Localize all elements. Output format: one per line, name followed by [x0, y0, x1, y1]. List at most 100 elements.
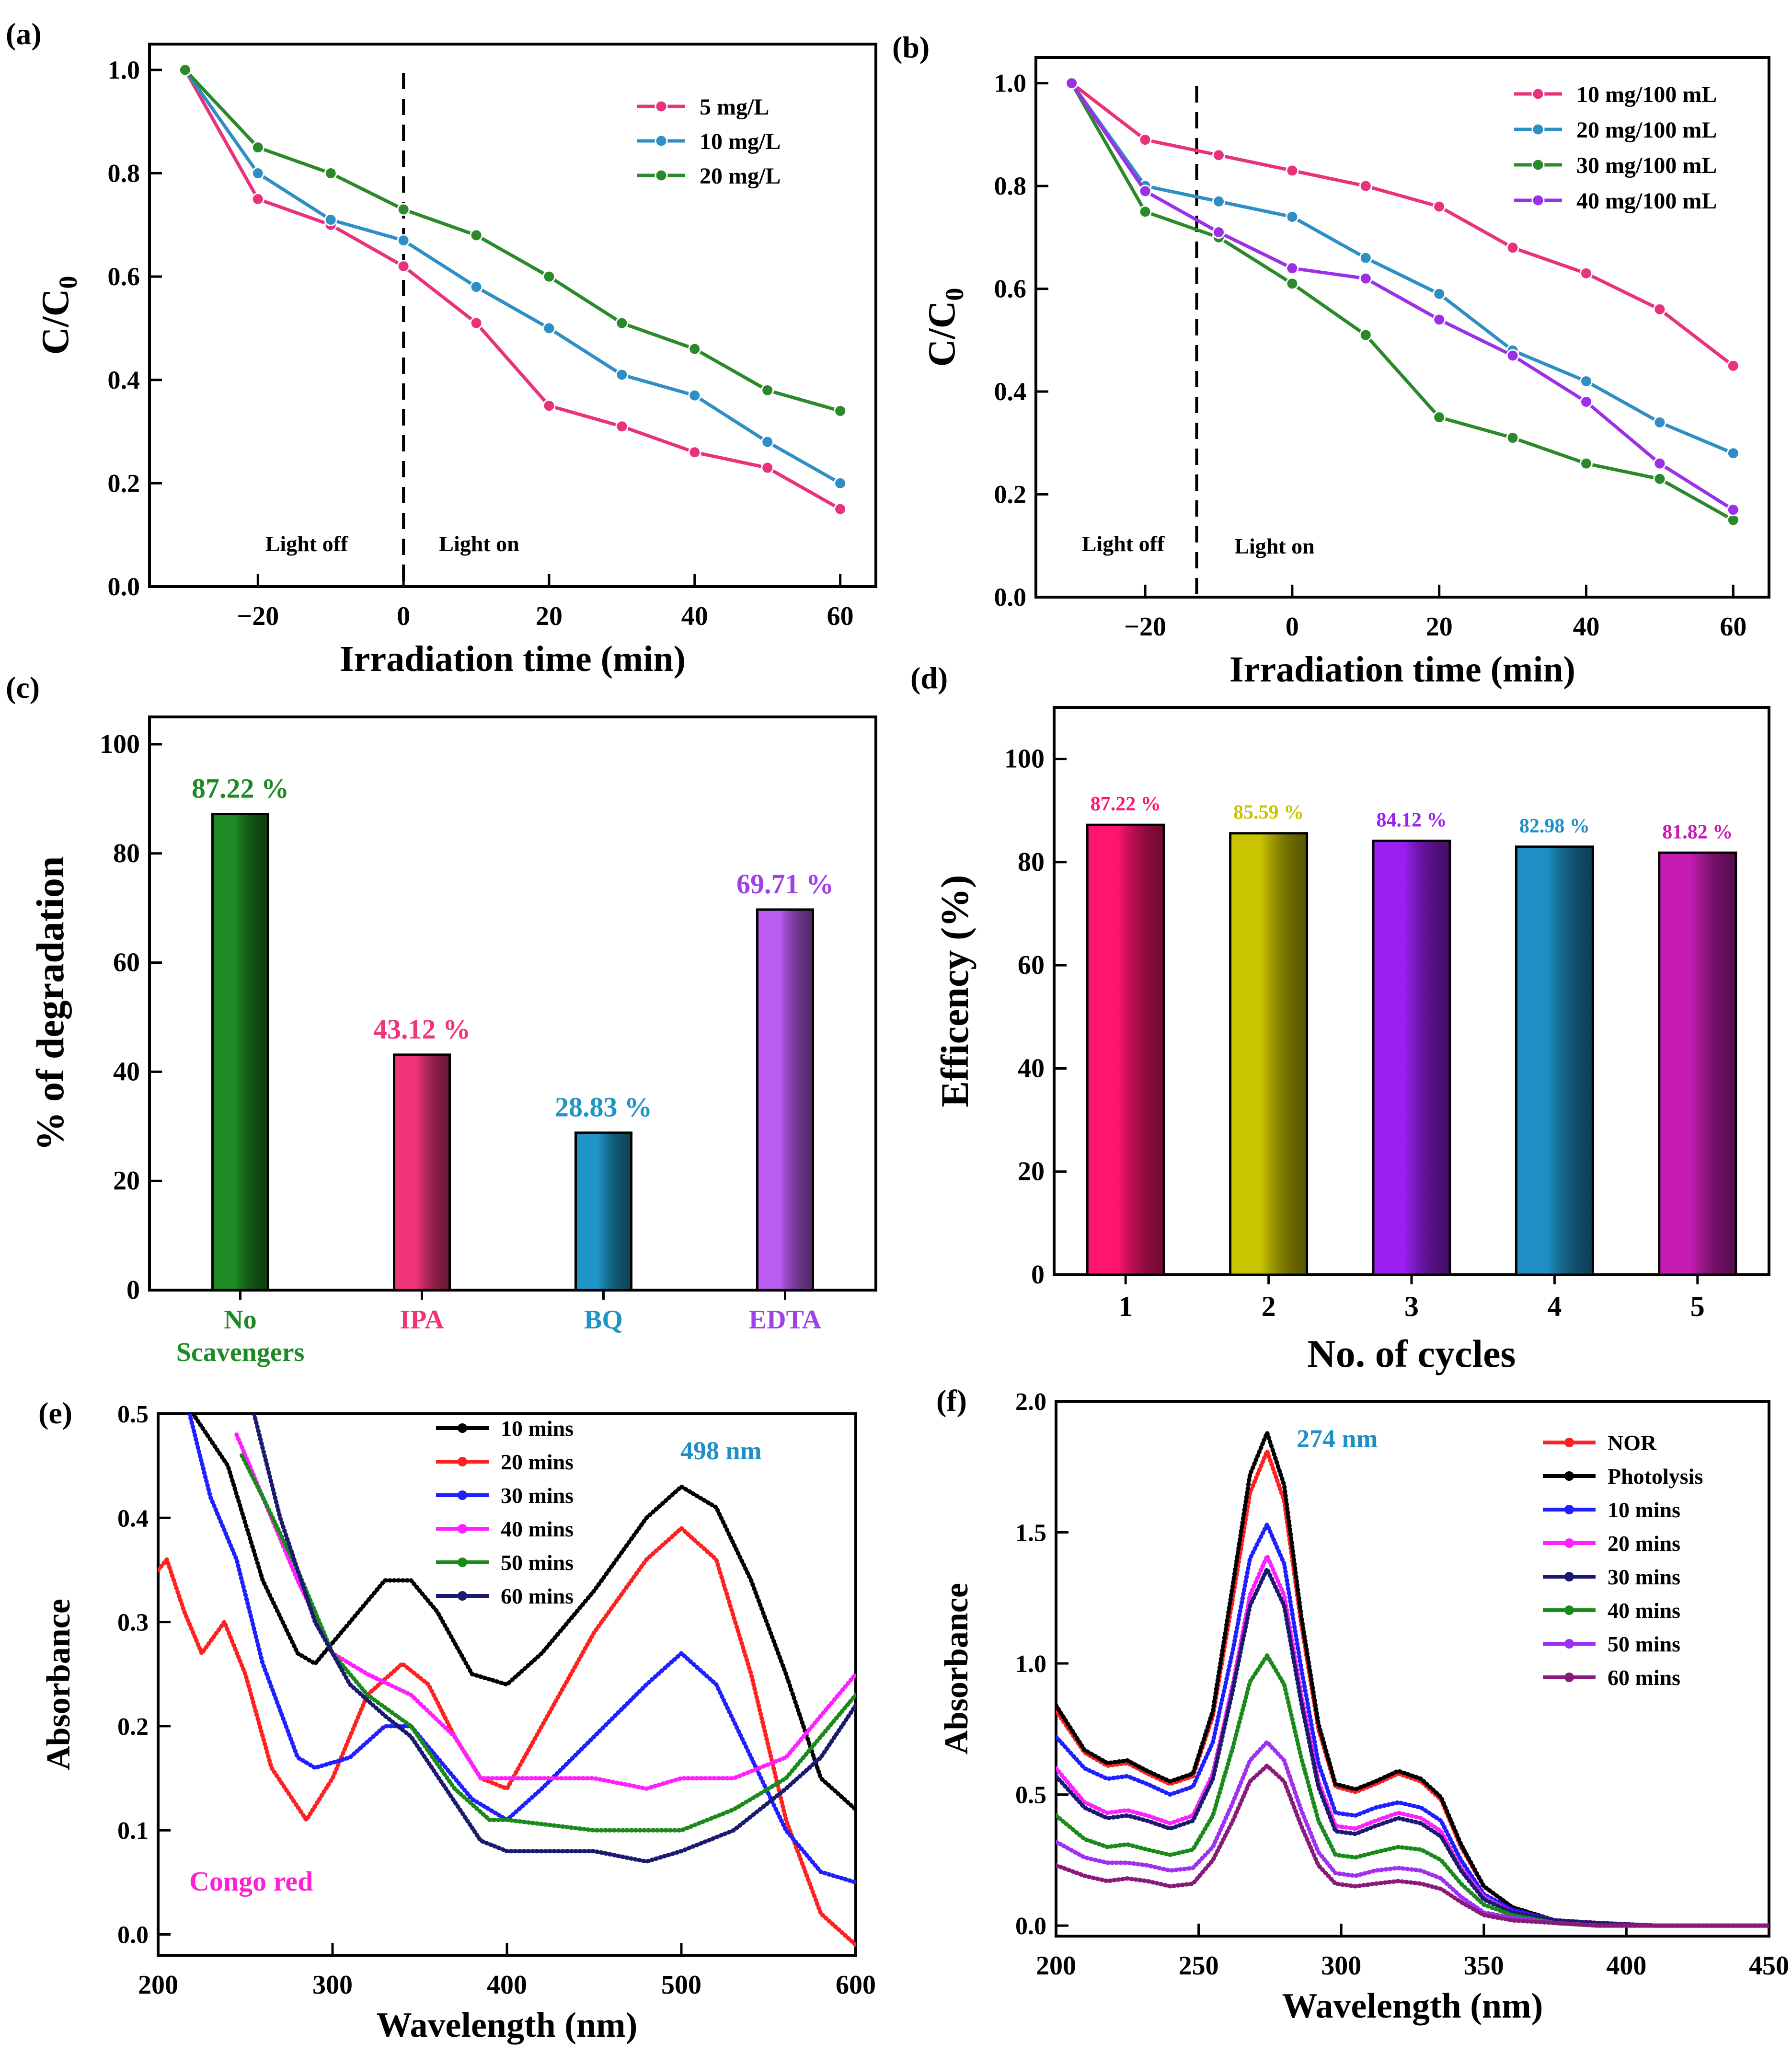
panel-e-xtick-label: 500: [661, 1970, 701, 2000]
panel-a-data-point: [324, 213, 337, 227]
panel-e-xtick-label: 600: [836, 1970, 876, 2000]
panel-b-data-point: [1726, 447, 1740, 460]
panel-e-series-core: [241, 1455, 856, 1832]
panel-f-legend-marker: [1564, 1605, 1574, 1615]
panel-b-data-point: [1506, 241, 1519, 254]
panel-f-xtick-label: 300: [1321, 1951, 1361, 1981]
panel-f-legend-label: Photolysis: [1608, 1464, 1703, 1489]
panel-a-data-point: [761, 383, 774, 397]
panel-b-data-point: [1286, 277, 1299, 290]
panel-b-ytick-label: 0.2: [994, 480, 1027, 509]
panel-a-data-point: [470, 280, 483, 294]
panel-b-data-point: [1726, 503, 1740, 517]
panel-e-legend-label: 30 mins: [501, 1483, 574, 1508]
panel-a-data-point: [761, 435, 774, 449]
panel-d-value-label: 81.82 %: [1662, 821, 1733, 843]
panel-b-data-point: [1212, 195, 1225, 208]
panel-e-peak-annotation: 498 nm: [680, 1436, 762, 1465]
panel-f-legend-marker: [1564, 1471, 1574, 1481]
panel-a-data-point: [251, 167, 264, 180]
panel-a-xtick-label: 40: [681, 601, 708, 631]
panel-e-ytick-label: 0.2: [117, 1713, 149, 1741]
panel-f-ytick-label: 2.0: [1015, 1388, 1046, 1416]
panel-e-ytick-label: 0.5: [117, 1401, 149, 1428]
panel-b-ylabel: C/C0: [921, 288, 969, 367]
panel-c-category-label: No: [224, 1305, 256, 1335]
panel-e-xlabel: Wavelength (nm): [377, 2006, 638, 2045]
panel-e-legend-label: 60 mins: [501, 1584, 574, 1608]
panel-f-legend-marker: [1564, 1673, 1574, 1682]
panel-e-ytick-label: 0.4: [117, 1505, 149, 1532]
panel-e-xtick-label: 300: [312, 1970, 353, 2000]
panel-a-legend-marker: [655, 134, 668, 148]
panel-f-ytick-label: 1.0: [1015, 1650, 1046, 1678]
panel-b-data-point: [1580, 266, 1593, 280]
panel-e-series-core: [188, 1414, 856, 1883]
panel-c-category-label: Scavengers: [176, 1338, 305, 1367]
panel-a-xlabel: Irradiation time (min): [340, 639, 686, 679]
panel-b-ytick-label: 0.4: [994, 377, 1027, 406]
panel-d-value-label: 84.12 %: [1377, 809, 1447, 831]
panel-d-category-label: 5: [1690, 1291, 1705, 1322]
panel-b-data-point: [1433, 200, 1446, 213]
panel-e-series-core: [158, 1527, 856, 1946]
panel-b-data-point: [1359, 251, 1372, 265]
panel-b-ytick-label: 0.8: [994, 172, 1027, 200]
panel-e-label: (e): [38, 1396, 72, 1430]
panel-f: 0.0 0.5 1.0 1.5 2.0 200 250 300 350 400 450 NOR Phot…: [936, 1384, 1789, 2026]
panel-f-series-line: [1056, 1740, 1769, 1928]
panel-c-ytick-label: 40: [113, 1057, 140, 1086]
panel-b-ytick-label: 0.6: [994, 275, 1027, 303]
panel-c-label: (c): [6, 670, 40, 704]
panel-b-light-on-label: Light on: [1234, 534, 1314, 558]
panel-a-data-point: [615, 316, 629, 330]
panel-c-category-label: IPA: [400, 1305, 444, 1335]
panel-f-xtick-label: 350: [1464, 1951, 1504, 1981]
panel-e-legend-label: 20 mins: [501, 1450, 574, 1474]
panel-b-data-point: [1065, 77, 1079, 90]
panel-f-legend-label: 50 mins: [1608, 1632, 1680, 1656]
panel-a-xtick-label: −20: [237, 601, 279, 631]
panel-f-series-core: [1056, 1741, 1769, 1927]
panel-b-data-point: [1138, 205, 1152, 219]
panel-d-category-label: 2: [1262, 1291, 1276, 1322]
panel-b-data-point: [1580, 457, 1593, 470]
panel-c-ytick-label: 0: [126, 1275, 140, 1305]
panel-e-series-core: [253, 1414, 856, 1863]
panel-a-data-point: [761, 461, 774, 474]
panel-a-data-point: [470, 316, 483, 330]
panel-b-data-point: [1286, 210, 1299, 223]
panel-b-data-point: [1653, 457, 1666, 470]
panel-d-value-label: 82.98 %: [1519, 815, 1590, 837]
panel-a-ytick-label: 0.4: [108, 366, 140, 394]
panel-b-legend-label: 40 mg/100 mL: [1576, 188, 1717, 214]
panel-a-ytick-label: 0.0: [108, 572, 140, 601]
panel-b-data-point: [1580, 375, 1593, 388]
panel-b-xtick-label: 60: [1720, 612, 1746, 642]
panel-e-legend-label: 40 mins: [501, 1517, 574, 1541]
panel-e-xtick-label: 400: [487, 1970, 527, 2000]
panel-d-bar-shade: [1372, 840, 1451, 1276]
panel-b-legend-marker: [1531, 123, 1545, 136]
panel-c-value-label: 43.12 %: [373, 1014, 471, 1045]
panel-b-data-point: [1433, 313, 1446, 326]
panel-f-ytick-label: 0.5: [1015, 1782, 1046, 1809]
panel-c-category-label: EDTA: [749, 1305, 822, 1335]
panel-d-ytick-label: 80: [1018, 847, 1045, 877]
panel-b-xtick-label: −20: [1124, 612, 1166, 642]
panel-e-legend-marker: [458, 1490, 467, 1500]
panel-e-ytick-label: 0.0: [117, 1922, 149, 1949]
panel-e-xtick-label: 200: [138, 1970, 178, 2000]
panel-a: 0.0 0.2 0.4 0.6 0.8 1.0 −20 0 20 40 60 Light off Lig…: [6, 17, 877, 679]
panel-f-legend-label: 30 mins: [1608, 1565, 1680, 1589]
panel-d-xlabel: No. of cycles: [1308, 1332, 1516, 1375]
panel-b-data-point: [1653, 472, 1666, 485]
panel-f-peak-annotation: 274 nm: [1297, 1424, 1378, 1453]
panel-f-legend-marker: [1564, 1639, 1574, 1649]
panel-c-plot-frame: [148, 715, 877, 1292]
panel-f-series-core: [1056, 1568, 1769, 1927]
panel-f-legend-label: NOR: [1608, 1431, 1657, 1455]
panel-a-series-line: [184, 69, 841, 511]
panel-a-legend-label: 10 mg/L: [700, 129, 781, 154]
panel-c-category-label: BQ: [584, 1305, 623, 1335]
